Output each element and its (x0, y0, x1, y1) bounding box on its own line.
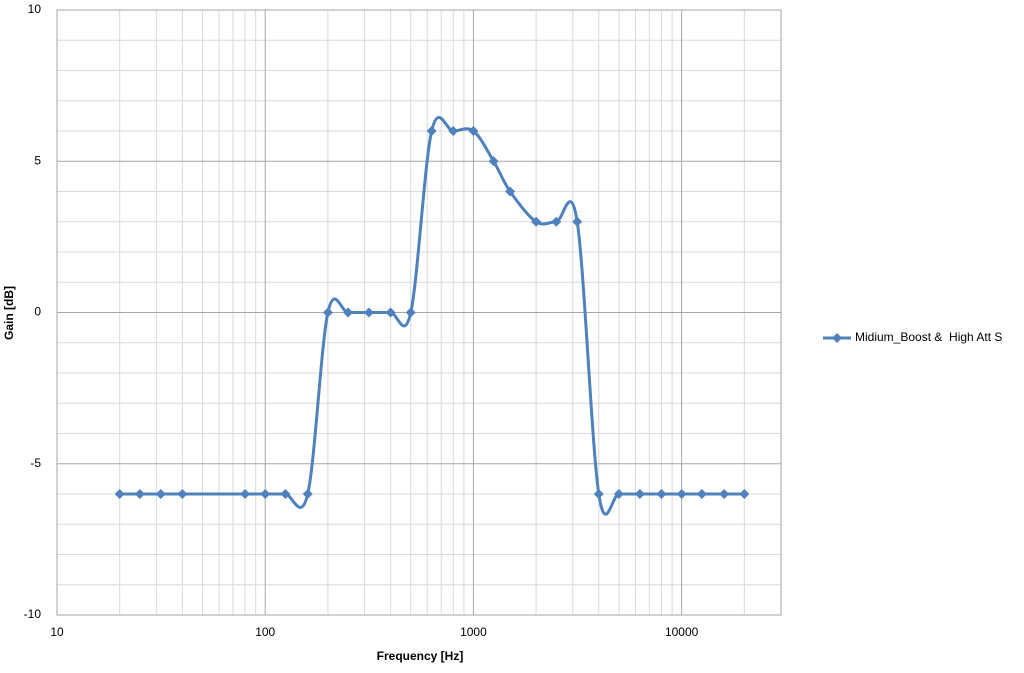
x-axis-title: Frequency [Hz] (377, 649, 464, 663)
data-point (468, 126, 479, 136)
data-point (656, 489, 667, 499)
y-tick-label: -10 (24, 607, 42, 621)
data-point (696, 489, 707, 499)
data-point (260, 489, 271, 499)
data-point (488, 156, 499, 167)
plot-border (56, 9, 782, 616)
data-point (448, 126, 459, 136)
x-tick-label: 10000 (665, 625, 699, 639)
data-point (177, 489, 188, 499)
data-point (385, 307, 396, 318)
data-point (114, 489, 125, 499)
x-tick-label: 10 (50, 625, 64, 639)
data-point (302, 489, 313, 499)
data-point (322, 307, 333, 318)
data-point (613, 489, 624, 499)
y-axis-title: Gain [dB] (2, 286, 16, 340)
data-point (155, 489, 166, 499)
data-point (739, 489, 750, 499)
data-point (593, 489, 604, 499)
data-point (719, 489, 730, 499)
data-point (676, 489, 687, 499)
data-point (280, 489, 291, 499)
data-point (572, 216, 583, 227)
legend-label: Midium_Boost & High Att S (855, 330, 1002, 344)
data-point (343, 307, 354, 318)
data-point (134, 489, 145, 499)
grid (56, 9, 782, 616)
x-tick-label: 1000 (460, 625, 487, 639)
y-tick-label: -5 (30, 456, 41, 470)
data-point (426, 126, 437, 136)
y-tick-label: 0 (34, 305, 41, 319)
data-point (240, 489, 251, 499)
data-point (551, 216, 562, 227)
y-tick-label: 5 (34, 153, 41, 167)
data-point (405, 307, 416, 318)
x-tick-label: 100 (255, 625, 275, 639)
legend-marker (832, 333, 842, 343)
data-point (363, 307, 374, 318)
data-point (531, 216, 542, 227)
series-line (119, 116, 745, 516)
data-point (505, 186, 516, 197)
y-tick-label: 10 (28, 2, 42, 16)
data-point (634, 489, 645, 499)
